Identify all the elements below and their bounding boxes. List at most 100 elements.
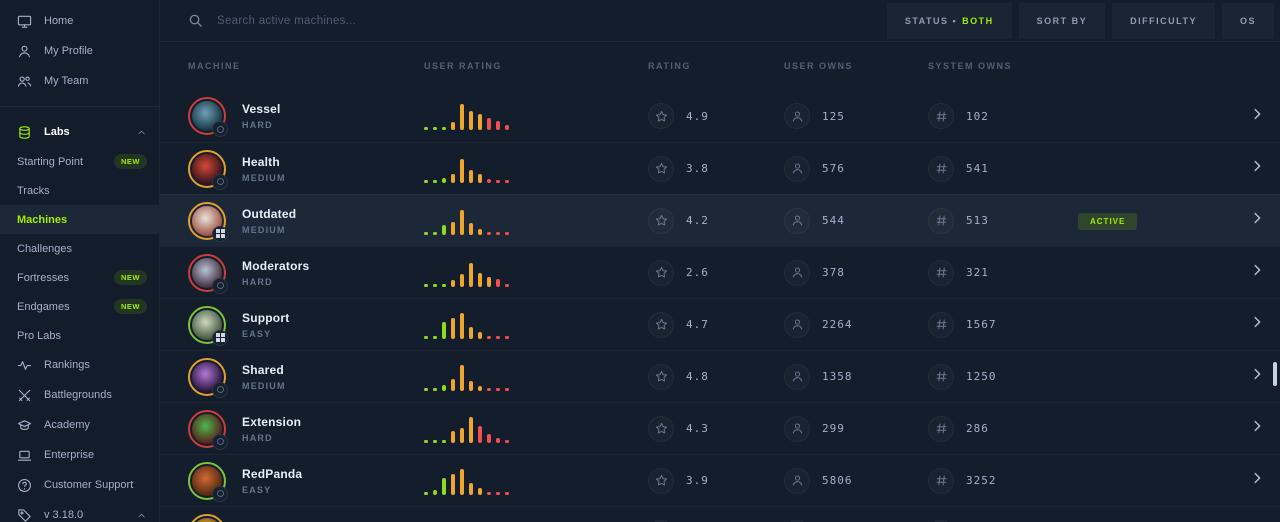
- hash-icon: [928, 363, 954, 390]
- sidebar-item-label: Labs: [44, 126, 70, 138]
- chevron-right-icon[interactable]: [1220, 211, 1264, 230]
- machine-name: Outdated: [242, 206, 297, 221]
- user-owns-value: 5806: [822, 474, 853, 487]
- machine-avatar: [188, 201, 228, 242]
- scrollbar-thumb[interactable]: [1273, 362, 1277, 386]
- machine-avatar: [188, 461, 228, 502]
- chevron-right-icon[interactable]: [1220, 315, 1264, 334]
- machine-name: Support: [242, 310, 290, 325]
- sidebar-item-my-profile[interactable]: My Profile: [0, 36, 159, 66]
- sidebar-item-fortresses[interactable]: Fortresses NEW: [0, 263, 159, 292]
- machine-row[interactable]: [160, 506, 1280, 522]
- difficulty-filter-button[interactable]: DIFFICULTY: [1112, 2, 1215, 39]
- star-icon: [648, 311, 674, 338]
- chevron-right-icon[interactable]: [1220, 159, 1264, 178]
- system-owns-value: 321: [966, 266, 989, 279]
- sidebar-item-label: My Profile: [44, 45, 93, 57]
- machine-row-extension[interactable]: Extension HARD 4.3 299 286: [160, 402, 1280, 454]
- machine-difficulty: HARD: [242, 276, 273, 287]
- user-owns-value: 378: [822, 266, 845, 279]
- machine-difficulty: MEDIUM: [242, 380, 286, 391]
- sidebar-item-battlegrounds[interactable]: Battlegrounds: [0, 380, 159, 410]
- new-badge: NEW: [114, 270, 147, 285]
- chevron-up-icon: [136, 510, 147, 521]
- labs-icon: [16, 124, 32, 140]
- sidebar-item-enterprise[interactable]: Enterprise: [0, 440, 159, 470]
- topbar: STATUS • BOTH SORT BY DIFFICULTY OS: [160, 0, 1280, 42]
- chevron-right-icon[interactable]: [1220, 263, 1264, 282]
- os-filter-button[interactable]: OS: [1221, 2, 1274, 39]
- hash-icon: [928, 467, 954, 494]
- rating-value: 3.8: [686, 162, 709, 175]
- new-badge: NEW: [114, 154, 147, 169]
- linux-os-icon: [212, 433, 228, 450]
- rating-value: 4.3: [686, 422, 709, 435]
- machine-avatar: [188, 513, 226, 522]
- chevron-right-icon[interactable]: [1220, 107, 1264, 126]
- tag-icon: [16, 507, 32, 522]
- sidebar-item-machines[interactable]: Machines: [0, 205, 159, 234]
- sidebar-item-home[interactable]: Home: [0, 6, 159, 36]
- rating-value: 4.2: [686, 214, 709, 227]
- chevron-right-icon[interactable]: [1220, 419, 1264, 438]
- chevron-right-icon[interactable]: [1220, 367, 1264, 386]
- system-owns-value: 286: [966, 422, 989, 435]
- windows-os-icon: [212, 225, 228, 242]
- sidebar-item-label: Machines: [17, 213, 68, 226]
- swords-icon: [16, 387, 32, 403]
- machine-difficulty: EASY: [242, 484, 272, 495]
- machine-row-health[interactable]: Health MEDIUM 3.8 576 541: [160, 142, 1280, 194]
- user-rating-histogram: [424, 415, 648, 443]
- chevron-up-icon: [136, 127, 147, 138]
- user-rating-histogram: [424, 102, 648, 130]
- sidebar-item-rankings[interactable]: Rankings: [0, 350, 159, 380]
- machine-difficulty: EASY: [242, 328, 272, 339]
- sidebar-item-challenges[interactable]: Challenges: [0, 234, 159, 263]
- machine-name: Health: [242, 154, 280, 169]
- sidebar-item-tracks[interactable]: Tracks: [0, 176, 159, 205]
- table-header: MACHINE USER RATING RATING USER OWNS SYS…: [160, 42, 1280, 90]
- machine-list: Vessel HARD 4.9 125 102 Health MEDIUM 3.8 576 541…: [160, 90, 1280, 522]
- search-input[interactable]: [217, 14, 517, 27]
- user-icon: [784, 415, 810, 442]
- user-icon: [16, 43, 32, 59]
- sort-by-button[interactable]: SORT BY: [1018, 2, 1106, 39]
- machine-row-outdated[interactable]: Outdated MEDIUM 4.2 544 513 ACTIVE: [160, 194, 1280, 246]
- star-icon: [648, 415, 674, 442]
- col-system-owns: SYSTEM OWNS: [928, 61, 1013, 71]
- cap-icon: [16, 417, 32, 433]
- star-icon: [648, 363, 674, 390]
- search-icon: [188, 13, 203, 28]
- machine-avatar: [188, 305, 228, 346]
- sidebar-item-starting-point[interactable]: Starting Point NEW: [0, 147, 159, 176]
- user-icon: [784, 311, 810, 338]
- sidebar-item-label: Battlegrounds: [44, 389, 112, 401]
- machine-name: Moderators: [242, 258, 310, 273]
- main-content: STATUS • BOTH SORT BY DIFFICULTY OS MACH…: [160, 0, 1280, 522]
- sidebar: Home My Profile My Team Labs Starting Point N…: [0, 0, 160, 522]
- machine-avatar: [188, 253, 228, 294]
- sidebar-item-academy[interactable]: Academy: [0, 410, 159, 440]
- rating-value: 4.7: [686, 318, 709, 331]
- sidebar-item-labs[interactable]: Labs: [0, 117, 159, 147]
- machine-row-moderators[interactable]: Moderators HARD 2.6 378 321: [160, 246, 1280, 298]
- sidebar-item-v-3-18-0[interactable]: v 3.18.0: [0, 500, 159, 522]
- machine-name: RedPanda: [242, 466, 303, 481]
- sidebar-item-my-team[interactable]: My Team: [0, 66, 159, 96]
- sidebar-item-endgames[interactable]: Endgames NEW: [0, 292, 159, 321]
- sidebar-item-customer-support[interactable]: Customer Support: [0, 470, 159, 500]
- hash-icon: [928, 259, 954, 286]
- machine-row-redpanda[interactable]: RedPanda EASY 3.9 5806 3252: [160, 454, 1280, 506]
- machine-name: Shared: [242, 362, 284, 377]
- user-rating-histogram: [424, 259, 648, 287]
- user-rating-histogram: [424, 155, 648, 183]
- chevron-right-icon[interactable]: [1220, 471, 1264, 490]
- machine-row-shared[interactable]: Shared MEDIUM 4.8 1358 1250: [160, 350, 1280, 402]
- sidebar-item-pro-labs[interactable]: Pro Labs: [0, 321, 159, 350]
- status-filter-button[interactable]: STATUS • BOTH: [886, 2, 1012, 39]
- sidebar-item-label: Starting Point: [17, 155, 84, 168]
- machine-row-vessel[interactable]: Vessel HARD 4.9 125 102: [160, 90, 1280, 142]
- machine-name: Vessel: [242, 102, 281, 116]
- machine-row-support[interactable]: Support EASY 4.7 2264 1567: [160, 298, 1280, 350]
- system-owns-value: 102: [966, 109, 989, 123]
